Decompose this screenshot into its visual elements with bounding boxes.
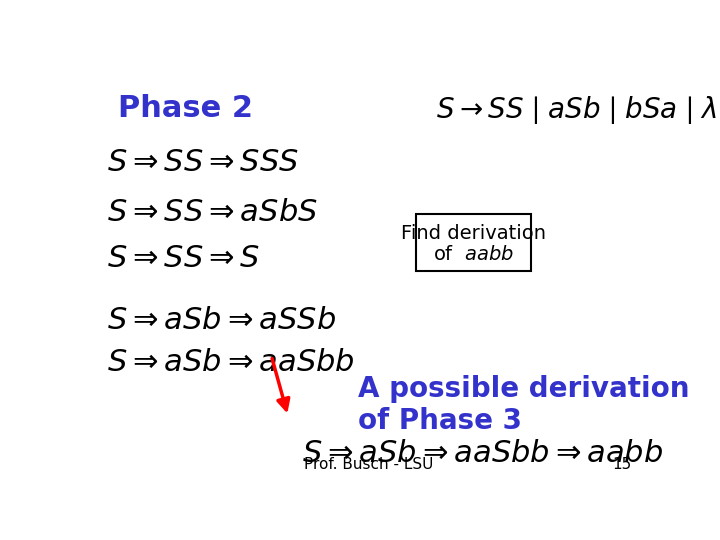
Text: Phase 2: Phase 2 — [118, 94, 253, 123]
Text: Find derivation: Find derivation — [401, 224, 546, 242]
Text: Prof. Busch - LSU: Prof. Busch - LSU — [305, 457, 433, 472]
Text: $S \Rightarrow aSb \Rightarrow aaSbb \Rightarrow aabb$: $S \Rightarrow aSb \Rightarrow aaSbb \Ri… — [302, 439, 663, 468]
Text: $S \Rightarrow SS \Rightarrow S$: $S \Rightarrow SS \Rightarrow S$ — [107, 244, 260, 273]
Text: $S \Rightarrow aSb \Rightarrow aaSbb$: $S \Rightarrow aSb \Rightarrow aaSbb$ — [107, 348, 354, 376]
Text: $S \Rightarrow aSb \Rightarrow aSSb$: $S \Rightarrow aSb \Rightarrow aSSb$ — [107, 306, 336, 335]
Text: 15: 15 — [612, 457, 631, 472]
Text: of  $aabb$: of $aabb$ — [433, 245, 514, 264]
Text: $S \Rightarrow SS \Rightarrow aSbS$: $S \Rightarrow SS \Rightarrow aSbS$ — [107, 198, 318, 227]
Text: $S \rightarrow SS \mid aSb \mid bSa \mid \lambda$: $S \rightarrow SS \mid aSb \mid bSa \mid… — [436, 94, 717, 126]
Text: A possible derivation
of Phase 3: A possible derivation of Phase 3 — [358, 375, 689, 435]
Text: $S \Rightarrow SS \Rightarrow SSS$: $S \Rightarrow SS \Rightarrow SSS$ — [107, 148, 299, 177]
FancyBboxPatch shape — [416, 214, 531, 271]
